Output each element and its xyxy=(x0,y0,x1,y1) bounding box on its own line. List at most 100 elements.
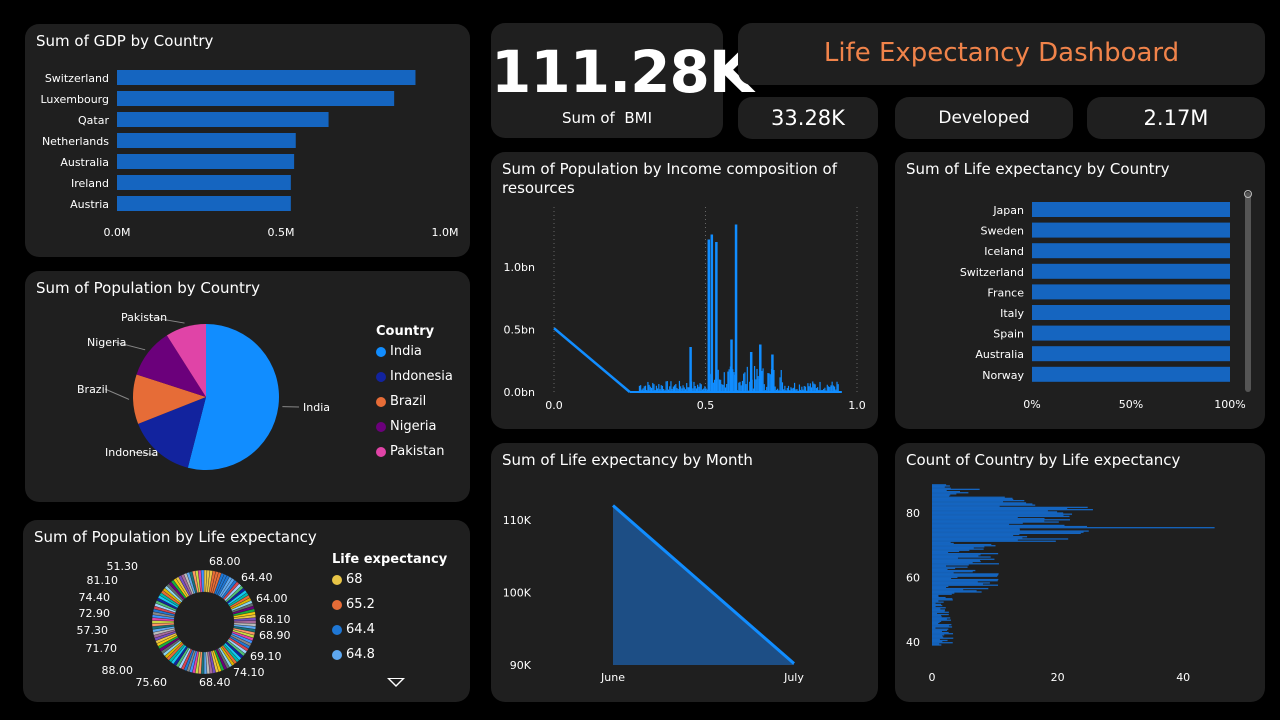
income-bar xyxy=(784,385,786,392)
income-bar xyxy=(698,386,700,392)
count-bar xyxy=(932,577,952,580)
income-bar xyxy=(798,384,801,392)
count-bar xyxy=(932,567,956,569)
income-bar xyxy=(813,383,815,392)
gdp-x-tick: 0.0M xyxy=(104,226,131,239)
kpi-card-2: 33.28K xyxy=(738,97,878,139)
income-bar xyxy=(687,387,689,392)
count-bar xyxy=(932,537,1023,539)
legend-item[interactable]: Nigeria xyxy=(376,414,453,439)
legend-item[interactable]: India xyxy=(376,339,453,364)
income-bar xyxy=(837,384,839,392)
income-bar xyxy=(642,388,644,392)
count-bar xyxy=(932,556,991,558)
legend-item[interactable]: 64.4 xyxy=(332,617,447,642)
income-bar xyxy=(640,385,642,392)
legend-dot-icon xyxy=(376,446,386,457)
pop-country-legend: India Indonesia Brazil Nigeria Pakistan xyxy=(376,339,453,464)
life-country-label: Sweden xyxy=(981,225,1024,238)
income-peak-bar xyxy=(749,352,753,392)
legend-item[interactable]: 64.8 xyxy=(332,642,447,667)
count-bar xyxy=(932,569,976,572)
count-bar xyxy=(932,613,949,616)
count-bar xyxy=(932,564,969,566)
income-bar xyxy=(661,385,664,392)
count-bar xyxy=(932,485,950,487)
income-bar xyxy=(733,372,735,392)
pie-slice xyxy=(136,335,206,397)
life-country-label: Iceland xyxy=(984,245,1024,258)
count-bar xyxy=(932,580,998,582)
income-peak-bar xyxy=(715,242,718,392)
income-bar xyxy=(641,389,643,392)
count-bar xyxy=(932,488,980,490)
legend-item[interactable]: 68 xyxy=(332,567,447,592)
income-bar xyxy=(700,384,702,392)
count-bar xyxy=(932,634,945,636)
life-country-x-tick: 50% xyxy=(1119,398,1143,411)
count-bar xyxy=(932,551,949,554)
legend-item[interactable]: Indonesia xyxy=(376,364,453,389)
count-life-chart: 0 20 40 40 60 80 xyxy=(906,484,1215,684)
income-bar xyxy=(692,388,694,392)
income-peak-bar xyxy=(771,354,774,392)
legend-item[interactable]: Brazil xyxy=(376,389,453,414)
count-bar xyxy=(932,593,952,595)
life-country-scrollbar[interactable] xyxy=(1245,192,1251,392)
count-bar xyxy=(932,621,940,624)
life-country-scroll-up-icon[interactable] xyxy=(1244,190,1252,198)
income-bar xyxy=(665,381,667,392)
count-bar xyxy=(932,573,999,575)
donut-outer-label: 51.30 xyxy=(107,560,139,573)
count-bar xyxy=(932,615,942,617)
donut-outer-label: 71.70 xyxy=(86,642,118,655)
count-bar xyxy=(932,636,944,638)
income-y-tick: 0.5bn xyxy=(504,324,535,337)
income-bar xyxy=(693,381,695,392)
income-bar xyxy=(774,386,776,392)
income-bar xyxy=(744,372,746,392)
pie-slice-label: Nigeria xyxy=(87,336,126,349)
count-bar xyxy=(932,624,952,626)
count-bar xyxy=(932,589,964,591)
count-bar xyxy=(932,511,1058,513)
life-month-chart: 90K 100K 110K June July xyxy=(503,504,804,684)
kpi-card-4: 2.17M xyxy=(1087,97,1265,139)
income-bar xyxy=(801,386,803,392)
kpi-card-3: Developed xyxy=(895,97,1073,139)
count-x-tick: 0 xyxy=(929,671,936,684)
count-bar xyxy=(932,581,978,583)
pie-slice-label: Indonesia xyxy=(105,446,158,459)
income-bar xyxy=(704,386,706,392)
legend-dot-icon xyxy=(332,624,342,635)
legend-item[interactable]: Pakistan xyxy=(376,439,453,464)
count-bar xyxy=(932,558,995,560)
count-bar xyxy=(932,633,954,635)
count-bar xyxy=(932,554,981,556)
income-bar xyxy=(694,386,696,392)
count-bar xyxy=(932,524,1065,527)
pie-slice xyxy=(166,324,206,397)
count-bar xyxy=(932,644,942,646)
gdp-panel: Sum of GDP by Country Switzerland Luxembo… xyxy=(25,24,470,257)
life-country-bar xyxy=(1032,366,1230,382)
pop-income-chart: 0.0 0.5 1.0 0.0bn 0.5bn 1.0bn xyxy=(504,207,866,412)
count-bar xyxy=(932,584,999,586)
income-bar xyxy=(815,388,817,392)
pie-leader-line xyxy=(148,316,185,324)
count-bar xyxy=(932,628,949,630)
count-bar xyxy=(932,630,942,633)
income-bar xyxy=(654,389,656,392)
legend-item[interactable]: 65.2 xyxy=(332,592,447,617)
income-bar xyxy=(807,383,809,392)
income-bar xyxy=(686,383,688,392)
income-peak-bar xyxy=(689,347,692,392)
count-bar xyxy=(932,576,958,578)
count-bar xyxy=(932,545,996,547)
month-x-tick: June xyxy=(600,671,625,684)
income-bar xyxy=(777,388,779,392)
count-bar xyxy=(932,496,1005,498)
income-bar xyxy=(706,389,708,392)
count-bar xyxy=(932,571,973,573)
month-y-tick: 110K xyxy=(503,514,532,527)
